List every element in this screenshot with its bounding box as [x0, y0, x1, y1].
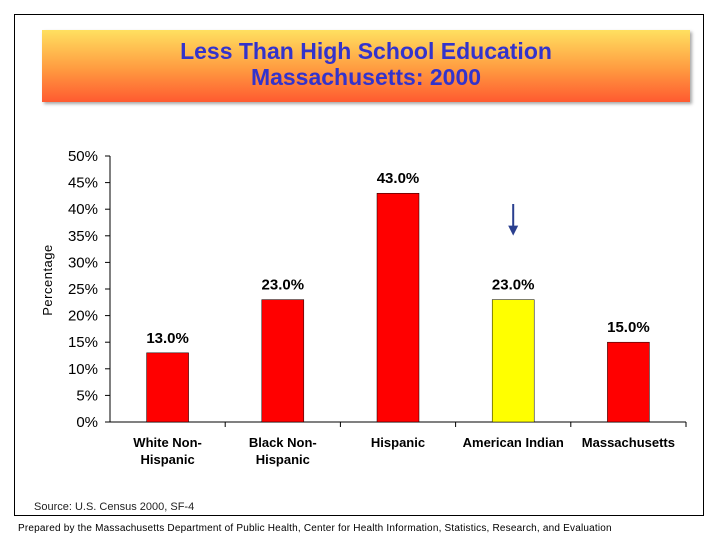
axes: 0% 5% 10% 15% 20% 25% 30% 35% 40% 45% 50% Percentag…: [40, 148, 687, 431]
title-banner: Less Than High School Education Massachu…: [42, 30, 690, 102]
data-label: 15.0%: [607, 319, 650, 336]
highlight-arrow: [508, 204, 519, 236]
category-label: Hispanic: [141, 452, 195, 467]
category-label: White Non-: [133, 435, 202, 450]
y-tick-label: 10%: [68, 361, 98, 378]
y-tick-label: 20%: [68, 308, 98, 325]
y-tick-label: 15%: [68, 334, 98, 351]
y-axis-title: Percentage: [40, 244, 55, 316]
y-tick-label: 0%: [76, 414, 98, 431]
slide-frame: [14, 14, 704, 516]
category-label: Massachusetts: [582, 435, 675, 450]
y-tick-label: 25%: [68, 281, 98, 298]
y-tick-label: 30%: [68, 254, 98, 271]
labels: 13.0% White Non- Hispanic 23.0% Black Non- Hi…: [133, 170, 675, 467]
category-label: Hispanic: [256, 452, 310, 467]
bar: [261, 299, 305, 423]
bar: [607, 341, 650, 423]
footer-note: Prepared by the Massachusetts Department…: [18, 523, 612, 534]
data-label: 43.0%: [377, 170, 420, 187]
data-label: 23.0%: [492, 277, 535, 294]
y-tick-label: 35%: [68, 228, 98, 245]
y-tick-label: 50%: [68, 148, 98, 165]
y-tick-label: 45%: [68, 175, 98, 192]
bar: [376, 192, 420, 423]
y-tick-label: 40%: [68, 201, 98, 218]
y-tick-label: 5%: [76, 387, 98, 404]
data-label: 23.0%: [262, 277, 305, 294]
source-note: Source: U.S. Census 2000, SF-4: [34, 501, 195, 513]
category-label: American Indian: [463, 435, 564, 450]
data-label: 13.0%: [146, 330, 189, 347]
category-label: Black Non-: [249, 435, 317, 450]
bar: [146, 352, 189, 423]
chart-subtitle: Massachusetts: 2000: [250, 64, 482, 90]
bar: [491, 299, 535, 423]
chart-title: Less Than High School Education: [180, 38, 552, 64]
category-label: Hispanic: [371, 435, 425, 450]
bars: [146, 192, 650, 423]
